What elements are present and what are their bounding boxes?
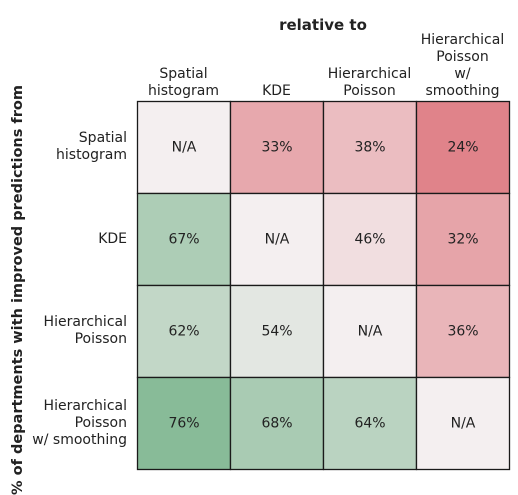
heatmap-cell-label: N/A	[451, 416, 476, 432]
heatmap-cell-label: 76%	[168, 416, 199, 432]
heatmap-cell	[136, 284, 232, 379]
heatmap-cell-label: 46%	[354, 232, 385, 248]
row-label-text: Hierarchical Poisson w/ smoothing	[32, 397, 127, 448]
heatmap-cell-label: 67%	[168, 232, 199, 248]
row-label-hierarchical-poisson-smoothing: Hierarchical Poisson w/ smoothing	[32, 377, 127, 469]
heatmap-cell-label: N/A	[172, 140, 197, 156]
heatmap-cell	[322, 376, 418, 471]
column-label-hierarchical-poisson-smoothing: Hierarchical Poisson w/ smoothing	[420, 32, 505, 99]
heatmap-cell	[229, 192, 325, 287]
heatmap-cell	[322, 284, 418, 379]
heatmap-cell	[415, 376, 511, 471]
column-label-spatial-histogram: Spatial histogram	[148, 66, 219, 99]
heatmap-grid: N/A 33% 38% 24% 67% N/A 46% 32% 62% 54% N/A 36% 76% 6…	[136, 100, 511, 471]
heatmap-cell-label: 33%	[261, 140, 292, 156]
heatmap-cell	[136, 192, 232, 287]
heatmap-cell-label: N/A	[358, 324, 383, 340]
heatmap-cell-label: 68%	[261, 416, 292, 432]
row-label-kde: KDE	[98, 193, 127, 285]
column-label-kde: KDE	[262, 83, 291, 99]
column-label-hierarchical-poisson: Hierarchical Poisson	[327, 66, 412, 99]
heatmap-cell-label: 54%	[261, 324, 292, 340]
heatmap-cell	[322, 192, 418, 287]
heatmap-cell-label: 24%	[447, 140, 478, 156]
row-label-text: Spatial histogram	[56, 130, 127, 163]
row-label-hierarchical-poisson: Hierarchical Poisson	[44, 285, 127, 377]
y-axis-label: % of departments with improved predictio…	[10, 85, 26, 495]
heatmap-cell	[136, 376, 232, 471]
heatmap-cell	[229, 376, 325, 471]
row-label-text: KDE	[98, 230, 127, 247]
heatmap-cell	[415, 192, 511, 287]
heatmap-cell-label: 32%	[447, 232, 478, 248]
heatmap-cell-label: 36%	[447, 324, 478, 340]
row-label-text: Hierarchical Poisson	[43, 314, 127, 347]
row-label-spatial-histogram: Spatial histogram	[56, 101, 127, 193]
heatmap-cell	[415, 100, 511, 195]
heatmap-cell-label: N/A	[265, 232, 290, 248]
heatmap-cell-label: 64%	[354, 416, 385, 432]
heatmap-cell	[415, 284, 511, 379]
chart-title: relative to	[279, 16, 367, 34]
heatmap-cell-label: 62%	[168, 324, 199, 340]
heatmap-cell-label: 38%	[354, 140, 385, 156]
